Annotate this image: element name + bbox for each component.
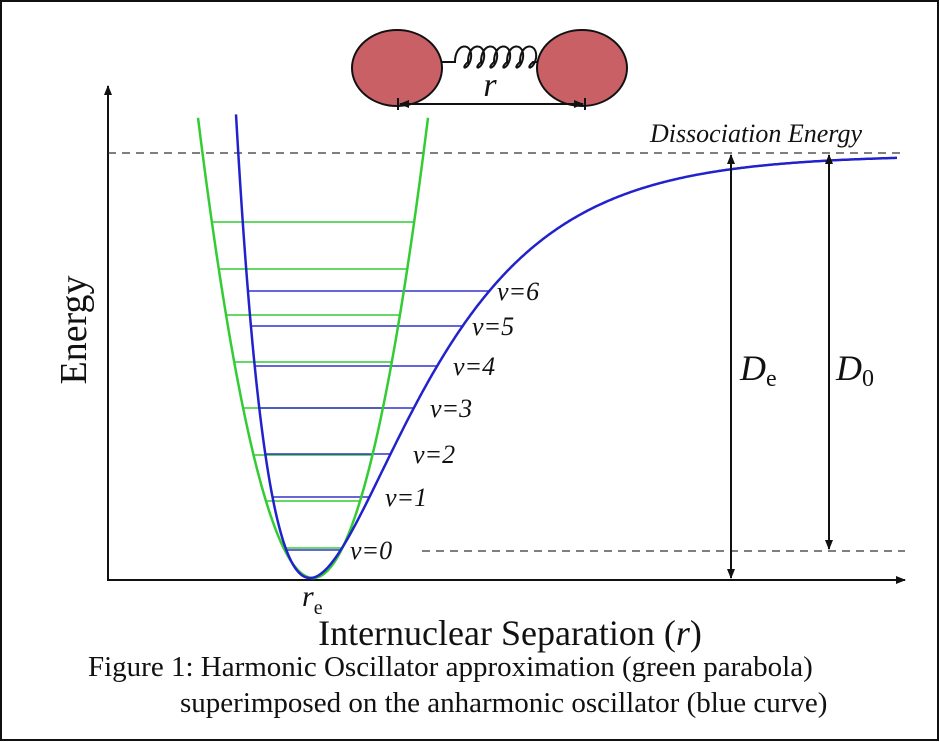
level-label: v=1 bbox=[385, 483, 427, 512]
re-subscript: e bbox=[314, 597, 323, 619]
level-label: v=6 bbox=[497, 277, 539, 306]
de-symbol: D bbox=[739, 348, 766, 388]
x-axis-text: ) bbox=[690, 613, 702, 653]
d0-symbol: D bbox=[835, 348, 862, 388]
y-axis-label: Energy bbox=[53, 275, 95, 384]
x-axis-text: Internuclear Separation ( bbox=[318, 613, 676, 653]
d0-subscript: 0 bbox=[862, 366, 874, 392]
level-label: v=5 bbox=[472, 312, 514, 341]
de-label: De bbox=[739, 348, 777, 392]
level-label: v=2 bbox=[413, 440, 455, 469]
dissociation-label: Dissociation Energy bbox=[649, 119, 863, 148]
level-label: v=4 bbox=[453, 352, 495, 381]
atom bbox=[536, 29, 628, 107]
de-subscript: e bbox=[766, 366, 777, 392]
x-axis-label: Internuclear Separation (r) bbox=[318, 613, 702, 653]
atom bbox=[351, 29, 443, 107]
re-label: re bbox=[302, 580, 323, 619]
d0-label: D0 bbox=[835, 348, 874, 392]
molecule-label: r bbox=[483, 67, 497, 104]
x-axis-variable: r bbox=[676, 613, 691, 653]
level-label: v=0 bbox=[350, 536, 392, 565]
re-symbol: r bbox=[302, 580, 314, 613]
spring bbox=[442, 45, 538, 69]
caption-line: Figure 1: Harmonic Oscillator approximat… bbox=[88, 651, 813, 683]
morse-curve bbox=[234, 114, 897, 580]
level-label: v=3 bbox=[430, 394, 472, 423]
caption-line: superimposed on the anharmonic oscillato… bbox=[180, 687, 827, 719]
